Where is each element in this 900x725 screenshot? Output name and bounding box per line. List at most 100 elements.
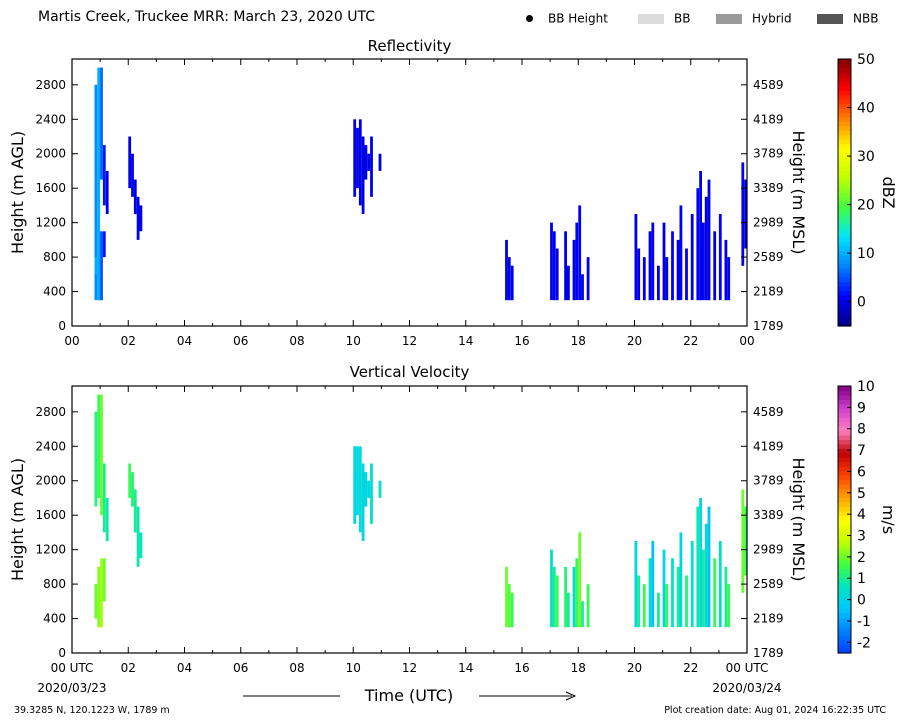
colorbar-segment: [838, 555, 851, 561]
data-cell: [100, 394, 103, 516]
data-cell: [353, 446, 357, 524]
colorbar-tick-label: 0: [857, 593, 866, 609]
data-cell: [713, 231, 717, 301]
colorbar-label: m/s: [879, 505, 898, 534]
y-tick-label: 1200: [35, 543, 66, 557]
colorbar-tick-label: 40: [857, 101, 875, 117]
colorbar-segment: [838, 121, 851, 127]
colorbar-tick-label: 5: [857, 486, 866, 502]
y-tick-label: 1600: [35, 508, 66, 522]
end-date-label: 2020/03/24: [712, 681, 781, 695]
data-cell: [696, 188, 700, 301]
colorbar-segment: [838, 170, 851, 176]
colorbar-segment: [838, 188, 851, 194]
x-tick-label: 00 UTC: [51, 661, 94, 675]
data-cell: [131, 472, 134, 507]
data-cell: [139, 532, 143, 559]
data-cell: [100, 231, 103, 301]
colorbar-segment: [838, 497, 851, 503]
colorbar-segment: [838, 639, 851, 645]
colorbar-segment: [838, 635, 851, 641]
data-cell: [105, 171, 109, 215]
colorbar-segment: [838, 457, 851, 463]
data-cell: [97, 67, 101, 301]
x-tick-label: 16: [514, 661, 529, 675]
data-cell: [97, 231, 101, 301]
data-cell: [724, 239, 728, 301]
y-axis-label: Height (m AGL): [8, 131, 27, 254]
colorbar-segment: [838, 595, 851, 601]
colorbar-segment: [838, 263, 851, 269]
colorbar-segment: [838, 201, 851, 207]
data-cell: [651, 541, 655, 628]
colorbar-segment: [838, 475, 851, 481]
data-cell: [364, 145, 368, 180]
colorbar-segment: [838, 426, 851, 432]
data-cell: [356, 127, 359, 189]
colorbar-tick-label: 8: [857, 422, 866, 438]
data-cell: [685, 248, 688, 301]
colorbar-segment: [838, 537, 851, 543]
colorbar-tick-label: 30: [857, 149, 875, 165]
data-cell: [741, 489, 745, 593]
colorbar-segment: [838, 59, 851, 65]
colorbar-segment: [838, 134, 851, 140]
colorbar-segment: [838, 268, 851, 274]
colorbar-segment: [838, 483, 851, 489]
colorbar-segment: [838, 403, 851, 409]
colorbar-tick-label: 3: [857, 529, 866, 545]
y2-tick-label: 1789: [753, 646, 784, 660]
y-tick-label: 0: [58, 646, 66, 660]
data-cell: [128, 463, 132, 498]
x-tick-label: 22: [683, 334, 698, 348]
y2-axis-label: Height (m MSL): [789, 130, 808, 254]
colorbar-tick-label: 10: [857, 379, 875, 395]
colorbar-tick-label: 2: [857, 550, 866, 566]
colorbar-segment: [838, 466, 851, 472]
panel-title: Reflectivity: [368, 37, 452, 55]
data-cell: [679, 532, 683, 628]
data-cell: [707, 179, 711, 301]
data-cell: [361, 463, 365, 541]
legend-swatch: [716, 13, 742, 24]
x-tick-label: 00: [64, 334, 79, 348]
data-cell: [505, 239, 508, 301]
colorbar-segment: [838, 626, 851, 632]
data-cell: [378, 480, 382, 498]
plot-frame: [71, 58, 748, 327]
x-tick-label: 12: [402, 334, 417, 348]
colorbar-segment: [838, 192, 851, 198]
data-cell: [367, 480, 371, 498]
data-cell: [564, 231, 567, 301]
y-tick-label: 2800: [35, 78, 66, 92]
x-tick-label: 00 UTC: [726, 661, 769, 675]
x-tick-label: 00: [739, 334, 754, 348]
data-cell: [356, 446, 359, 516]
colorbar-segment: [838, 608, 851, 614]
legend-item: Hybrid: [716, 11, 792, 26]
data-cell: [713, 558, 717, 628]
colorbar-segment: [838, 143, 851, 149]
data-cell: [637, 575, 641, 628]
data-cell: [102, 145, 106, 206]
colorbar-segment: [838, 148, 851, 154]
data-cell: [100, 67, 103, 180]
data-cell: [578, 205, 582, 301]
colorbar-segment: [838, 488, 851, 494]
colorbar-segment: [838, 214, 851, 220]
data-cell: [744, 179, 747, 249]
data-cell: [353, 119, 357, 197]
colorbar-segment: [838, 399, 851, 405]
data-cell: [651, 222, 655, 301]
data-cell: [642, 584, 646, 628]
colorbar-segment: [838, 81, 851, 87]
data-cell: [662, 222, 666, 301]
colorbar-segment: [838, 581, 851, 587]
data-cell: [555, 248, 559, 301]
colorbar-segment: [838, 94, 851, 100]
data-cell: [131, 153, 134, 197]
y-tick-label: 400: [43, 612, 66, 626]
y2-tick-label: 2589: [753, 577, 784, 591]
data-cell: [634, 541, 638, 628]
colorbar-segment: [838, 412, 851, 418]
